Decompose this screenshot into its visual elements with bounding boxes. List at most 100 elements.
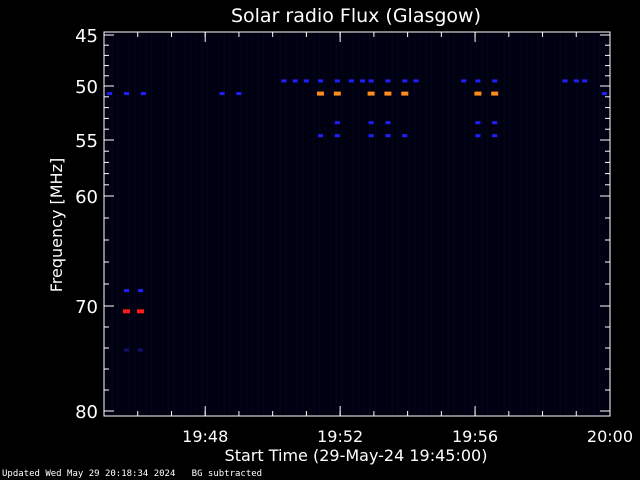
noise-column <box>386 34 388 414</box>
emission-mark <box>107 92 113 96</box>
noise-column <box>531 34 533 414</box>
noise-column <box>346 34 349 414</box>
noise-column <box>369 34 371 414</box>
emission-mark <box>582 79 588 83</box>
noise-column <box>380 34 382 414</box>
emission-mark <box>474 91 482 96</box>
noise-column <box>234 34 237 414</box>
noise-column <box>537 34 539 414</box>
noise-column <box>206 34 209 414</box>
noise-column <box>503 34 505 414</box>
noise-column <box>117 34 119 414</box>
emission-mark <box>281 79 287 83</box>
y-axis-label: Frequency [MHz] <box>47 158 66 292</box>
noise-column <box>195 34 197 414</box>
noise-column <box>520 34 522 414</box>
emission-mark <box>140 92 146 96</box>
noise-column <box>324 34 326 414</box>
emission-mark <box>385 79 391 83</box>
noise-column <box>279 34 281 414</box>
noise-column <box>492 34 494 414</box>
noise-column <box>106 34 108 414</box>
noise-column <box>128 34 130 414</box>
noise-column <box>262 34 265 414</box>
noise-column <box>285 34 287 414</box>
emission-mark <box>402 134 408 138</box>
emission-mark <box>573 79 579 83</box>
noise-column <box>318 34 321 414</box>
emission-mark <box>123 309 130 314</box>
x-tick-label: 19:48 <box>182 427 228 446</box>
axes: 45 50 55 60 70 80 19:48 19:52 19:56 20:00 <box>75 26 633 446</box>
plot-frame <box>103 31 611 417</box>
noise-column <box>229 34 231 414</box>
noise-column <box>548 34 550 414</box>
emission-mark <box>360 79 366 83</box>
emission-mark <box>138 289 143 293</box>
noise-column <box>397 34 399 414</box>
emission-mark <box>461 79 467 83</box>
noise-column <box>593 34 595 414</box>
noise-column <box>358 34 360 414</box>
noise-column <box>257 34 259 414</box>
noise-column <box>223 34 225 414</box>
footer-updated: Updated Wed May 29 20:18:34 2024 <box>2 469 176 479</box>
noise-column <box>167 34 169 414</box>
emission-mark <box>492 79 498 83</box>
emission-mark <box>236 92 242 96</box>
emission-mark <box>292 79 298 83</box>
noise-column <box>341 34 343 414</box>
emission-mark <box>385 121 391 125</box>
emission-mark <box>368 121 374 125</box>
chart-title: Solar radio Flux (Glasgow) <box>231 5 481 27</box>
noise-column <box>458 34 461 414</box>
emission-mark <box>367 91 375 96</box>
emission-mark <box>384 91 392 96</box>
footer-note: BG subtracted <box>191 469 263 479</box>
emission-mark <box>492 134 498 138</box>
emission-features <box>107 79 607 352</box>
noise-column <box>212 34 214 414</box>
noise-column <box>481 34 483 414</box>
noise-column <box>122 34 125 414</box>
emission-mark <box>124 92 129 96</box>
y-tick-label: 70 <box>75 297 98 318</box>
emission-mark <box>318 134 323 138</box>
noise-column <box>178 34 181 414</box>
noise-column <box>374 34 377 414</box>
y-tick-label: 55 <box>75 131 98 152</box>
noise-column <box>251 34 253 414</box>
noise-column <box>447 34 449 414</box>
emission-mark <box>475 121 481 125</box>
noise-column <box>246 34 248 414</box>
noise-column <box>307 34 309 414</box>
noise-column <box>453 34 455 414</box>
noise-column <box>425 34 427 414</box>
noise-column <box>145 34 147 414</box>
noise-column <box>598 34 601 414</box>
noise-column <box>464 34 466 414</box>
noise-column <box>274 34 276 414</box>
noise-column <box>475 34 477 414</box>
noise-column <box>330 34 332 414</box>
noise-column <box>559 34 561 414</box>
emission-mark <box>334 79 340 83</box>
emission-mark <box>368 79 374 83</box>
noise-column <box>190 34 192 414</box>
x-axis-label: Start Time (29-May-24 19:45:00) <box>225 446 488 465</box>
noise-column <box>587 34 589 414</box>
noise-column <box>408 34 410 414</box>
emission-mark <box>601 92 607 96</box>
x-tick-label: 19:56 <box>452 427 498 446</box>
noise-column <box>509 34 511 414</box>
noise-column <box>111 34 113 414</box>
emission-mark <box>491 91 499 96</box>
noise-column <box>565 34 567 414</box>
noise-column <box>430 34 433 414</box>
emission-mark <box>317 91 324 96</box>
noise-column <box>352 34 354 414</box>
emission-mark <box>334 134 340 138</box>
noise-column <box>240 34 242 414</box>
emission-mark <box>401 91 409 96</box>
noise-column <box>156 34 158 414</box>
